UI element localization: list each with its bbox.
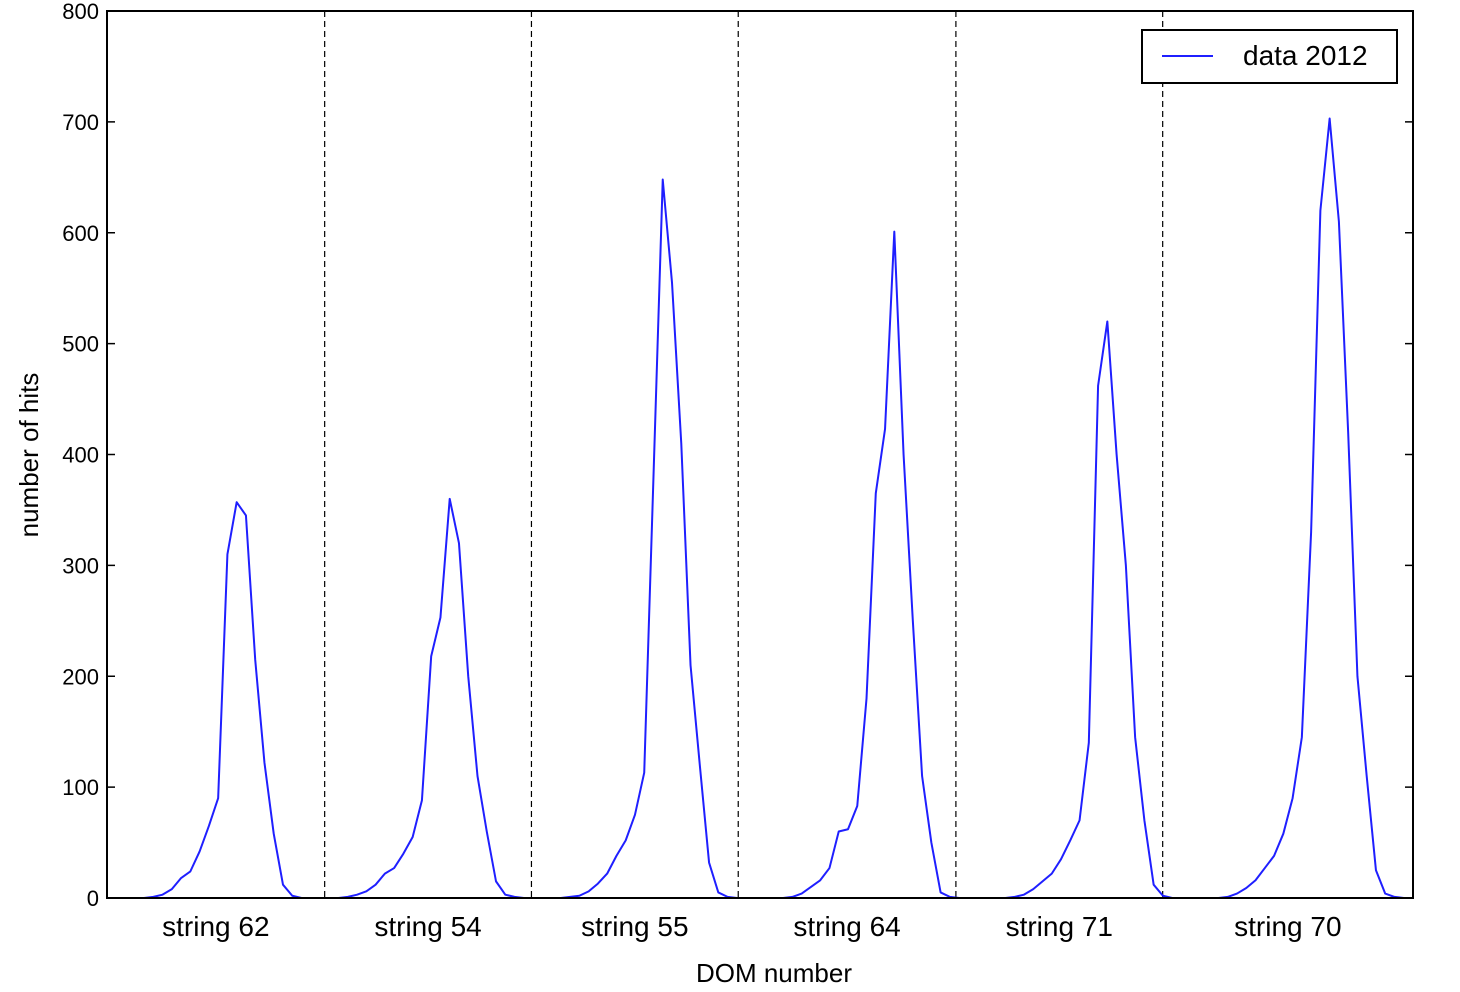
x-axis-title: DOM number (696, 958, 852, 988)
legend-label: data 2012 (1243, 40, 1368, 71)
legend: data 2012 (1141, 29, 1398, 84)
y-tick-label-700: 700 (62, 110, 99, 135)
y-tick-label-0: 0 (87, 886, 99, 911)
y-tick-label-600: 600 (62, 221, 99, 246)
category-label-6: string 70 (1234, 911, 1341, 942)
category-label-4: string 64 (793, 911, 900, 942)
category-label-1: string 62 (162, 911, 269, 942)
group-separators (324, 11, 1164, 898)
y-tick-label-400: 400 (62, 443, 99, 468)
y-tick-label-100: 100 (62, 775, 99, 800)
y-axis-title: number of hits (14, 373, 44, 538)
category-label-2: string 54 (374, 911, 481, 942)
y-tick-label-300: 300 (62, 553, 99, 578)
y-axis: 0 100 200 300 400 500 600 700 800 (62, 0, 1413, 911)
y-tick-label-200: 200 (62, 664, 99, 689)
plot-area-frame (106, 10, 1414, 899)
category-label-3: string 55 (581, 911, 688, 942)
x-axis-categories: string 62 string 54 string 55 string 64 stri… (162, 911, 1341, 942)
series-line-data-2012 (107, 117, 1413, 899)
category-label-5: string 71 (1006, 911, 1113, 942)
y-tick-label-800: 800 (62, 0, 99, 24)
y-tick-label-500: 500 (62, 332, 99, 357)
